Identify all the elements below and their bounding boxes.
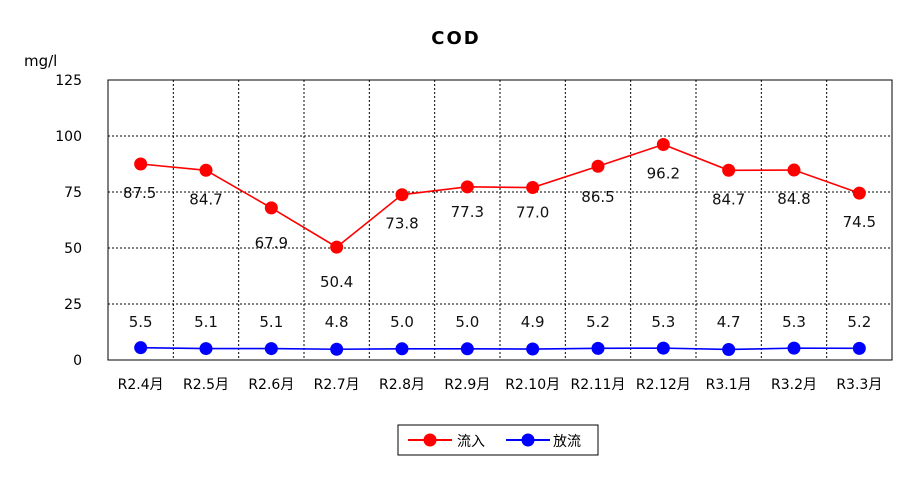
data-point [264,201,278,215]
data-label: 5.2 [847,313,871,331]
legend-marker [521,433,535,447]
data-label: 86.5 [581,188,614,206]
data-point [722,163,736,177]
x-tick-label: R2.4月 [118,377,164,393]
y-tick-label: 125 [55,73,82,89]
data-label: 5.1 [194,313,218,331]
data-label: 96.2 [647,165,680,183]
x-tick-label: R3.3月 [836,377,882,393]
data-label: 84.8 [777,190,810,208]
legend-label: 流入 [457,434,485,450]
legend-label: 放流 [553,434,581,450]
data-label: 5.2 [586,313,610,331]
y-unit-label: mg/l [24,52,57,70]
data-point [199,342,213,356]
series-outflow: 5.5 5.1 5.1 4.8 5.0 5.0 4.9 5.2 5.3 4.7 5.3 5.2 [129,313,871,356]
data-label: 67.9 [255,234,288,252]
data-point [787,163,801,177]
series-line [140,346,860,351]
data-label: 74.5 [843,213,876,231]
data-point [852,186,866,200]
x-tick-label: R2.11月 [571,377,626,393]
data-point [395,188,409,202]
data-point [787,341,801,355]
data-label: 84.7 [712,190,745,208]
data-point [395,342,409,356]
y-tick-label: 50 [64,241,82,257]
x-tick-label: R2.10月 [505,377,560,393]
data-label: 5.1 [259,313,283,331]
data-point [852,341,866,355]
data-label: 73.8 [385,215,418,233]
data-point [199,163,213,177]
data-point [526,342,540,356]
grid [107,79,893,361]
data-point [134,157,148,171]
x-tick-label: R2.5月 [183,377,229,393]
data-point [656,341,670,355]
data-point [134,341,148,355]
y-tick-label: 100 [55,129,82,145]
data-label: 5.5 [129,313,153,331]
data-point [460,342,474,356]
data-point [591,159,605,173]
data-label: 4.9 [521,313,545,331]
data-label: 77.3 [451,203,484,221]
data-label: 77.0 [516,204,549,222]
x-tick-label: R2.9月 [444,377,490,393]
x-tick-label: R3.1月 [706,377,752,393]
data-point [591,341,605,355]
x-tick-label: R2.8月 [379,377,425,393]
data-point [722,342,736,356]
data-point [526,181,540,195]
x-tick-label: R2.6月 [248,377,294,393]
data-label: 4.8 [325,313,349,331]
data-point [656,138,670,152]
legend-marker [423,433,437,447]
data-point [460,180,474,194]
x-tick-label: R2.7月 [314,377,360,393]
data-point [330,240,344,254]
data-label: 5.3 [651,313,675,331]
x-tick-label: R3.2月 [771,377,817,393]
legend: 流入 放流 [397,424,599,456]
data-point [264,342,278,356]
data-label: 5.3 [782,313,806,331]
x-tick-label: R2.12月 [636,377,691,393]
y-tick-label: 75 [64,185,82,201]
y-tick-label: 25 [64,297,82,313]
series-line [140,143,860,249]
data-point [330,342,344,356]
x-tick-labels: R2.4月 R2.5月 R2.6月 R2.7月 R2.8月 R2.9月 R2.10月 R2.1… [118,377,883,393]
data-label: 87.5 [123,184,156,202]
data-label: 5.0 [455,313,479,331]
y-tick-label: 0 [73,353,82,369]
y-tick-labels: 0 25 50 75 100 125 [55,73,82,369]
data-label: 84.7 [189,190,222,208]
chart-title: COD [431,28,480,49]
series-inflow: 87.5 84.7 67.9 50.4 73.8 77.3 77.0 86.5 96.2 84.7… [123,138,876,291]
data-label: 50.4 [320,273,353,291]
data-label: 4.7 [717,313,741,331]
data-label: 5.0 [390,313,414,331]
series-layer: 87.5 84.7 67.9 50.4 73.8 77.3 77.0 86.5 96.2 84.7… [123,138,876,356]
